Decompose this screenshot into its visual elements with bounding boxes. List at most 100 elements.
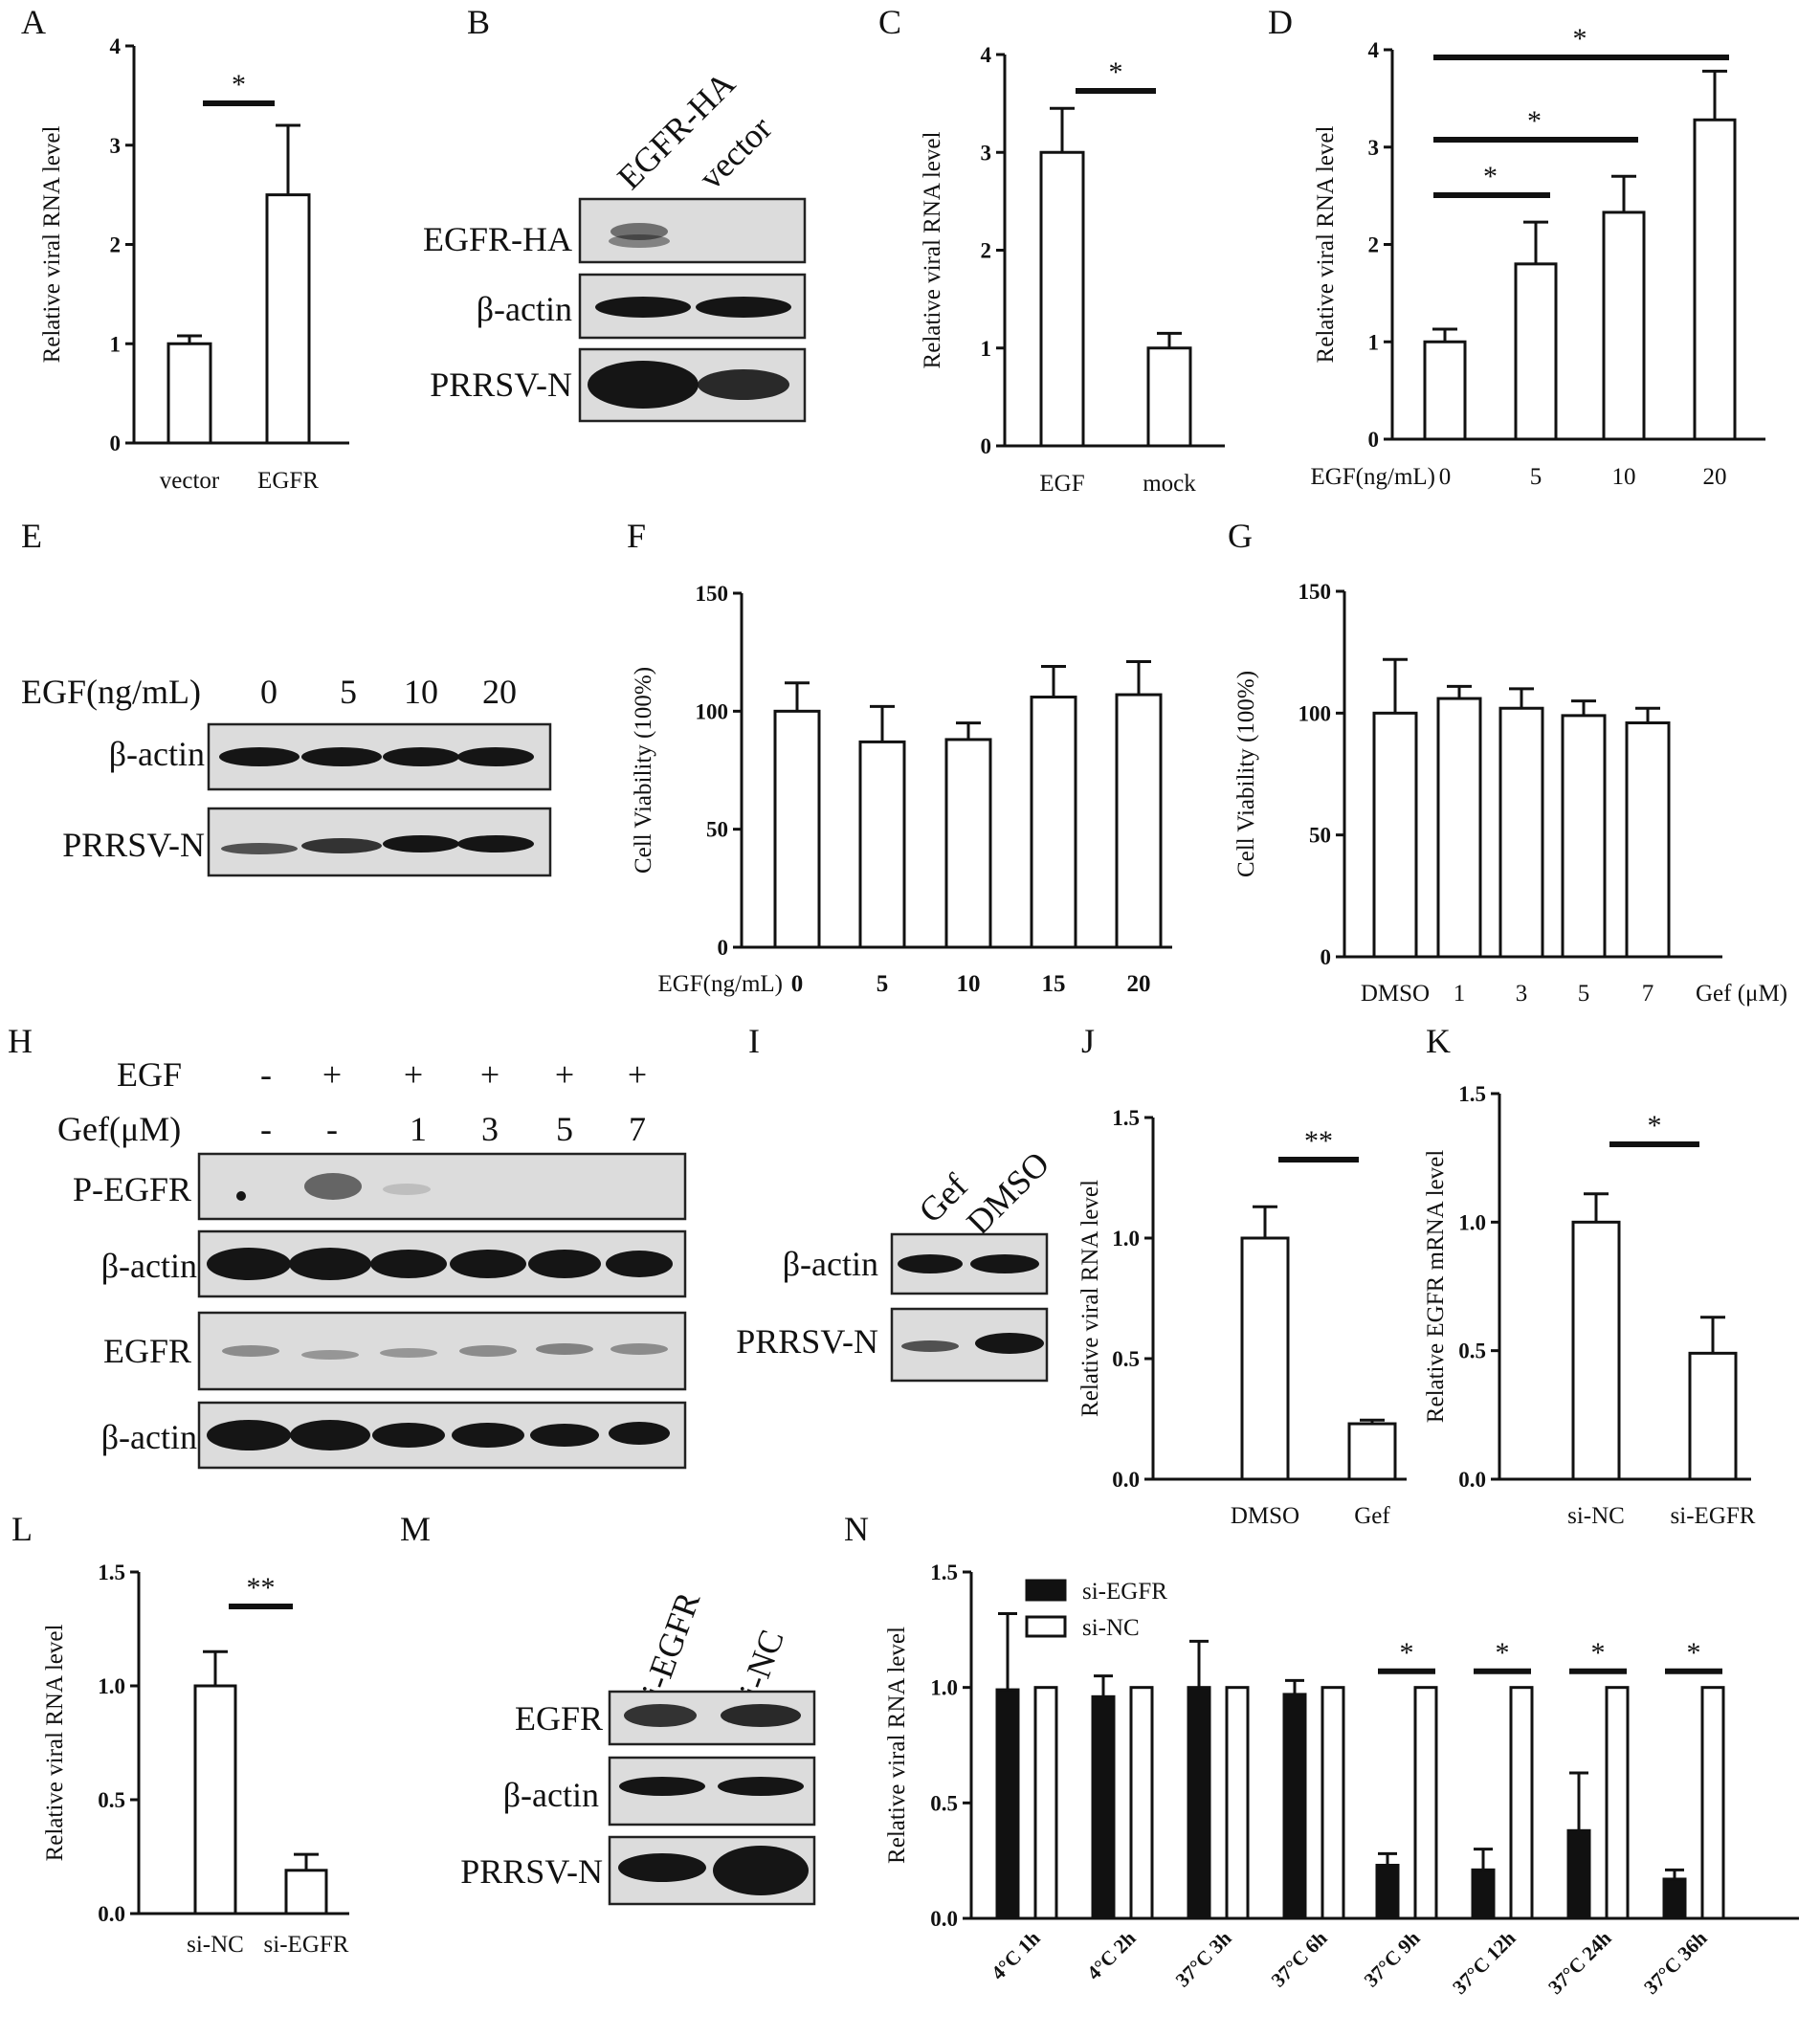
blot-band (383, 835, 459, 852)
x-category-label: 20 (1703, 464, 1727, 490)
bar (166, 342, 212, 445)
blot-i-row-label: PRRSV-N (736, 1322, 878, 1361)
bar (1498, 706, 1544, 959)
y-axis-label: Relative viral RNA level (1313, 126, 1339, 364)
blot-h-strip (197, 1152, 687, 1221)
bar (1347, 1422, 1397, 1481)
chart-n: 0.0 0.5 1.0 1.5 Relative viral RNA level 4°C … (884, 1561, 1799, 1999)
blot-h-strip (197, 1311, 687, 1391)
bar (1039, 150, 1085, 448)
y-tick-label: 50 (706, 818, 728, 842)
bar (1413, 1686, 1438, 1920)
x-category-label: 4°C 1h (987, 1926, 1045, 1984)
chart-d: 0 1 2 3 4 Relative viral RNA level 0 5 10 20 EGF(n… (1310, 23, 1765, 490)
x-category-label: 20 (1127, 971, 1151, 997)
significance-marker: * (1573, 23, 1587, 55)
blot-band (698, 369, 789, 400)
blot-band (290, 1420, 370, 1450)
chart-a: 0 1 2 3 4 Relative viral RNA level vector EGFR * (39, 34, 349, 494)
blot-band (450, 1250, 526, 1278)
blot-band (609, 1422, 670, 1445)
bar (1436, 697, 1482, 959)
x-category-label: EGFR (257, 468, 319, 494)
blot-i-row-label: β-actin (783, 1245, 878, 1283)
blot-b-row-label: β-actin (477, 290, 572, 328)
significance-marker: ** (1304, 1125, 1333, 1157)
y-tick-label: 100 (1298, 701, 1332, 725)
panel-letter-e: E (21, 517, 42, 555)
blot-h-row-label: P-EGFR (73, 1170, 191, 1208)
x-category-label: vector (160, 468, 220, 494)
blot-m-row-label: EGFR (515, 1699, 603, 1738)
panel-letter-k: K (1426, 1022, 1451, 1060)
x-axis-suffix-label: Gef (μM) (1696, 981, 1787, 1007)
panel-letter-j: J (1081, 1022, 1095, 1060)
blot-band (536, 1343, 593, 1355)
y-axis-label: Relative EGFR mRNA level (1423, 1150, 1449, 1423)
x-category-label: si-NC (1567, 1503, 1625, 1529)
blot-h-row2-value: 7 (629, 1110, 646, 1148)
y-tick-label: 1.0 (1458, 1210, 1486, 1234)
western-blot-b: EGFR-HA vector EGFR-HA β-actin PRRSV-N (423, 64, 807, 423)
bar (944, 738, 992, 949)
bar (1602, 210, 1646, 441)
blot-band (618, 1853, 706, 1882)
panel-letter-m: M (400, 1510, 431, 1548)
bar (1700, 1686, 1725, 1920)
panel-letter-l: L (11, 1510, 33, 1548)
significance-marker: * (1527, 105, 1542, 137)
blot-e-row-label: β-actin (109, 735, 205, 773)
blot-h-row2-value: - (260, 1110, 272, 1148)
bar (1091, 1694, 1116, 1920)
bar (1030, 696, 1077, 949)
blot-band (457, 835, 534, 852)
blot-band (383, 747, 459, 766)
y-axis-label: Relative viral RNA level (920, 132, 945, 369)
chart-l: 0.0 0.5 1.0 1.5 Relative viral RNA level si-N… (42, 1561, 349, 1958)
y-tick-label: 0.0 (1112, 1468, 1140, 1492)
blot-e-lane-label: 10 (404, 673, 438, 711)
y-tick-label: 1.5 (98, 1561, 125, 1584)
bar (1375, 1863, 1400, 1920)
y-tick-label: 0.5 (1112, 1347, 1140, 1371)
significance-marker: * (1483, 161, 1498, 192)
y-tick-label: 150 (1298, 580, 1332, 604)
blot-m-row-label: β-actin (503, 1776, 599, 1814)
x-category-label: Gef (1354, 1503, 1390, 1529)
blot-h-row2-value: 3 (481, 1110, 499, 1148)
bar (1321, 1686, 1345, 1920)
y-tick-label: 0 (1368, 428, 1380, 452)
blot-band (380, 1348, 437, 1358)
blot-band (898, 1254, 963, 1273)
blot-band (624, 1704, 697, 1727)
significance-marker: * (1687, 1637, 1701, 1669)
panel-letter-i: I (748, 1022, 760, 1060)
y-tick-label: 0 (1321, 945, 1332, 969)
blot-band (713, 1846, 809, 1895)
bar (1225, 1686, 1250, 1920)
blot-h-row1-label: EGF (117, 1055, 182, 1094)
y-axis-label: Cell Viability (100%) (631, 667, 656, 874)
blot-e-lane-label: 0 (260, 673, 277, 711)
blot-band (221, 843, 298, 854)
bar (284, 1869, 328, 1915)
x-axis-prefix-label: EGF(ng/mL) (657, 971, 783, 997)
panel-letter-a: A (21, 3, 46, 41)
chart-g: 0 50 100 150 Cell Viability (100%) DMSO 1 3 5 7 Ge… (1233, 580, 1787, 1007)
blot-band (207, 1420, 291, 1450)
blot-band (595, 297, 691, 318)
x-category-label: EGF (1039, 471, 1084, 497)
y-tick-label: 0.0 (930, 1907, 958, 1931)
panel-letter-d: D (1268, 3, 1293, 41)
y-tick-label: 4 (981, 43, 992, 67)
y-tick-label: 4 (1368, 38, 1380, 62)
bar (1282, 1693, 1307, 1920)
x-category-label: 7 (1642, 981, 1654, 1007)
bar (773, 709, 821, 949)
panel-letter-b: B (467, 3, 490, 41)
panel-letter-f: F (627, 517, 646, 555)
x-category-label: 3 (1516, 981, 1528, 1007)
y-tick-label: 1.0 (98, 1674, 125, 1698)
blot-h-row-label: β-actin (101, 1247, 197, 1285)
